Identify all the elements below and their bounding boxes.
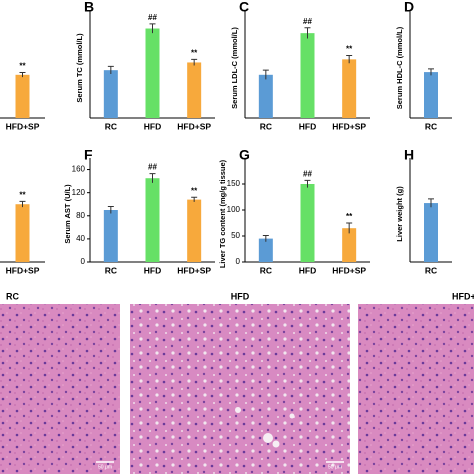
lipid-droplet [289, 413, 295, 419]
x-tick-label: RC [425, 121, 437, 131]
significance-label: ** [191, 48, 198, 57]
x-tick-label: HFD+SP [177, 121, 211, 131]
histology-image [0, 304, 120, 474]
panel-letter: G [239, 147, 250, 163]
error-bar [428, 68, 434, 76]
bar [300, 33, 315, 119]
bar [300, 184, 315, 262]
bar [424, 72, 438, 118]
error-bar [19, 200, 26, 208]
panel-letter: H [404, 147, 414, 163]
error-bar [262, 234, 269, 242]
y-axis-label: Serum AST (U/L) [63, 184, 72, 244]
y-tick-label: 100 [227, 205, 241, 214]
x-tick-label: HFD+SP [332, 121, 366, 131]
error-bar [191, 58, 198, 66]
x-tick-label: RC [425, 265, 437, 275]
x-tick-label: HFD+SP [177, 265, 211, 275]
lipid-droplet [263, 433, 273, 443]
significance-label: ** [346, 45, 353, 54]
bar [258, 238, 273, 262]
y-tick-label: 50 [231, 231, 240, 240]
x-tick-label: HFD+SP [332, 265, 366, 275]
panel-letter: B [84, 0, 94, 15]
bar [103, 210, 118, 262]
significance-label: ## [148, 163, 157, 172]
image-label: RC [6, 291, 19, 301]
error-bar [191, 196, 198, 202]
lipid-droplet [235, 407, 241, 413]
scale-bar-label: 50 μm [328, 464, 342, 470]
bar [342, 228, 357, 262]
bar [145, 178, 160, 262]
image-label: HFD [231, 291, 250, 301]
significance-label: ** [19, 190, 26, 199]
error-bar [304, 179, 311, 188]
error-bar [107, 206, 114, 214]
scale-bar-label: 50 μm [98, 464, 112, 470]
bar [15, 204, 30, 262]
bar [15, 74, 30, 118]
y-axis-label: Liver weight (g) [395, 186, 404, 242]
error-bar [149, 23, 156, 34]
panel-letter: D [404, 0, 414, 15]
panel-letter: C [239, 0, 249, 15]
significance-label: ** [19, 62, 26, 71]
x-tick-label: RC [105, 265, 117, 275]
error-bar [107, 65, 114, 75]
bar [258, 74, 273, 118]
significance-label: ** [346, 212, 353, 221]
error-bar [304, 27, 311, 39]
lipid-droplet [272, 440, 280, 448]
significance-label: ** [191, 186, 198, 195]
error-bar [19, 71, 26, 78]
error-bar [428, 198, 434, 208]
significance-label: ## [303, 169, 312, 178]
y-tick-label: 150 [227, 179, 241, 188]
histology-image [358, 304, 474, 474]
y-tick-label: 0 [236, 257, 241, 266]
y-tick-label: 40 [76, 234, 85, 243]
bar [187, 199, 202, 262]
x-tick-label: HFD+SP [6, 265, 40, 275]
error-bar [346, 222, 353, 234]
error-bar [149, 173, 156, 183]
y-axis-label: Serum HDL-C (mmol/L) [395, 26, 404, 109]
bar [342, 59, 357, 118]
bar [103, 70, 118, 118]
error-bar [262, 69, 269, 80]
x-tick-label: HFD [299, 121, 316, 131]
x-tick-label: HFD [144, 265, 161, 275]
x-tick-label: RC [260, 121, 272, 131]
x-tick-label: RC [105, 121, 117, 131]
significance-label: ## [303, 17, 312, 26]
y-tick-label: 80 [76, 211, 85, 220]
error-bar [346, 55, 353, 64]
image-label: HFD+SP [452, 291, 474, 301]
y-axis-label: Serum LDL-C (mmol/L) [230, 27, 239, 109]
y-axis-label: Liver TG content (mg/g tissue) [218, 159, 227, 268]
bar [424, 203, 438, 262]
x-tick-label: HFD [144, 121, 161, 131]
bar [145, 28, 160, 119]
x-tick-label: HFD [299, 265, 316, 275]
panel-letter: F [84, 147, 93, 163]
y-tick-label: 0 [81, 257, 86, 266]
y-tick-label: 120 [72, 188, 86, 197]
y-tick-label: 160 [72, 165, 86, 174]
y-axis-label: Serum TC (mmol/L) [75, 33, 84, 103]
significance-label: ## [148, 13, 157, 22]
histology-image [130, 304, 350, 474]
bar [187, 62, 202, 118]
x-tick-label: RC [260, 265, 272, 275]
x-tick-label: HFD+SP [6, 121, 40, 131]
